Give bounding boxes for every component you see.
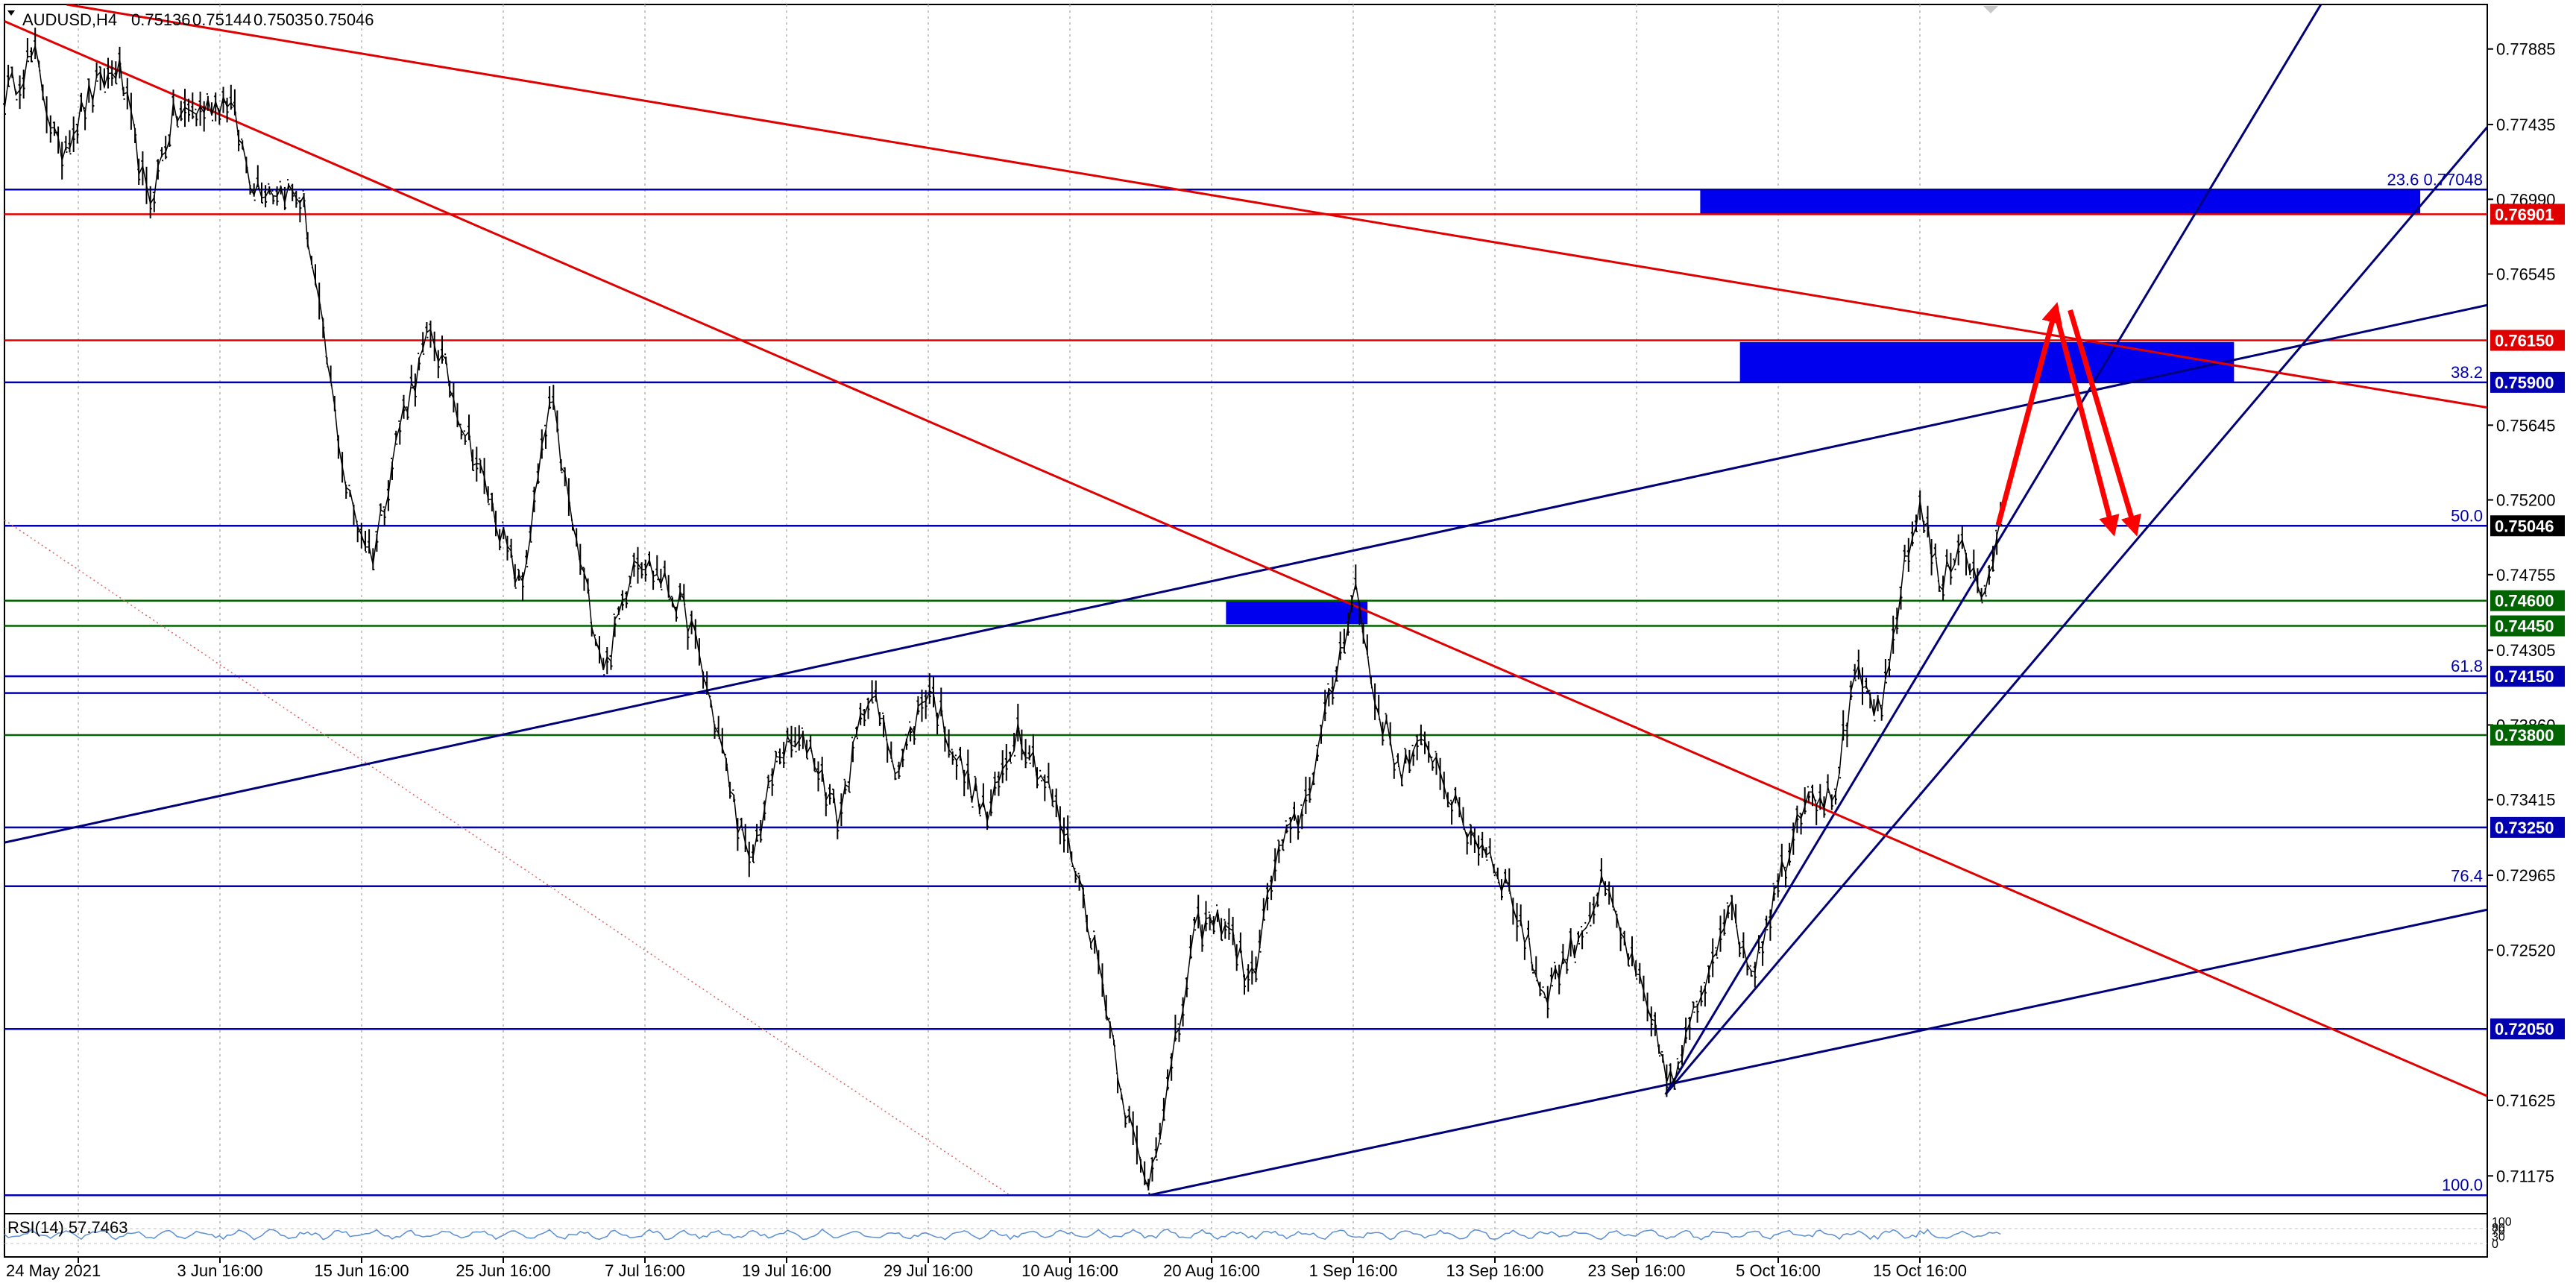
rsi-line (4, 1229, 2001, 1241)
x-tick-label: 23 Sep 16:00 (1588, 1261, 1686, 1280)
x-tick-label: 20 Aug 16:00 (1163, 1261, 1260, 1280)
level-price-box (2490, 666, 2565, 687)
dropdown-icon[interactable] (7, 10, 15, 16)
x-tick-label: 13 Sep 16:00 (1446, 1261, 1544, 1280)
forecast-arrow (1995, 302, 2062, 526)
header-high: 0.75144 (192, 10, 252, 29)
y-tick-label: 0.71625 (2496, 1091, 2556, 1110)
rsi-scale-label: 0 (2492, 1238, 2498, 1251)
scroll-marker-icon[interactable] (1983, 6, 1998, 13)
x-tick-label: 29 Jul 16:00 (884, 1261, 973, 1280)
header-open: 0.75136 (131, 10, 191, 29)
level-price-box (2490, 330, 2565, 351)
level-price-label: 0.74450 (2495, 617, 2554, 636)
level-price-box (2490, 615, 2565, 637)
rsi-scale-label: 30 (2492, 1231, 2505, 1244)
rsi-scale-label: 80 (2492, 1222, 2505, 1235)
x-tick-label: 25 Jun 16:00 (456, 1261, 550, 1280)
level-price-label: 0.76901 (2495, 205, 2554, 224)
x-tick-label: 5 Oct 16:00 (1736, 1261, 1821, 1280)
rsi-scale-label: 100 (2492, 1216, 2512, 1229)
y-tick-label: 0.76545 (2496, 265, 2556, 284)
x-tick-label: 24 May 2021 (6, 1261, 101, 1280)
y-tick-label: 0.71175 (2496, 1167, 2554, 1185)
level-price-label: 0.73800 (2495, 726, 2554, 745)
level-fib-label: 50.0 (2451, 506, 2483, 525)
level-price-box (2490, 724, 2565, 746)
level-fib-label: 76.4 (2451, 867, 2483, 886)
supply-zone (1739, 341, 2235, 382)
y-tick-label: 0.73415 (2496, 791, 2556, 810)
y-tick-label: 0.72520 (2496, 941, 2556, 959)
x-tick-label: 7 Jul 16:00 (605, 1261, 685, 1280)
level-fib-label: 100.0 (2442, 1176, 2483, 1194)
trendline (4, 303, 2487, 844)
y-tick-label: 0.74755 (2496, 566, 2556, 584)
y-tick-label: 0.72965 (2496, 866, 2556, 885)
zones-layer (1226, 189, 2421, 625)
levels-layer (4, 189, 2487, 1197)
y-tick-label: 0.75645 (2496, 416, 2556, 435)
level-price-box (2490, 515, 2565, 537)
x-tick-label: 15 Jun 16:00 (314, 1261, 409, 1280)
y-tick-label: 0.77435 (2496, 116, 2556, 134)
x-tick-label: 10 Aug 16:00 (1021, 1261, 1118, 1280)
level-price-box (2490, 816, 2565, 838)
trendlines-layer[interactable] (4, 4, 2487, 1197)
price-line (4, 44, 2002, 1191)
level-fib-label: 23.6 0.77048 (2387, 170, 2483, 189)
trendline (1664, 126, 2487, 1096)
trendline (66, 4, 2487, 409)
level-price-box (2490, 1018, 2565, 1040)
dotted-trendline (4, 519, 1011, 1196)
arrows-layer[interactable] (1995, 302, 2141, 537)
time-axis: 24 May 2021 3 Jun 16:00 15 Jun 16:00 25 Jun… (6, 1257, 1967, 1280)
header-low: 0.75035 (253, 10, 313, 29)
rsi-scale-label: 70 (2492, 1225, 2505, 1238)
y-tick-label: 0.77885 (2496, 40, 2556, 59)
level-price-label: 0.72050 (2495, 1020, 2554, 1038)
forecast-arrow (2053, 309, 2120, 537)
trendline (4, 20, 2487, 1097)
y-tick-label: 0.75200 (2496, 491, 2556, 510)
x-tick-label: 1 Sep 16:00 (1309, 1261, 1398, 1280)
price-axis: 0.778850.774350.769900.765450.756450.752… (2387, 40, 2565, 1194)
level-price-label: 0.75046 (2495, 517, 2554, 535)
level-price-label: 0.73250 (2495, 819, 2554, 837)
y-tick-label: 0.74305 (2496, 641, 2556, 660)
x-tick-label: 15 Oct 16:00 (1873, 1261, 1967, 1280)
header-close: 0.75046 (315, 10, 374, 29)
level-price-label: 0.74600 (2495, 592, 2554, 611)
level-price-box (2490, 204, 2565, 225)
level-price-label: 0.75900 (2495, 373, 2554, 392)
header-symbol: AUDUSD,H4 (22, 10, 117, 29)
level-price-box (2490, 590, 2565, 611)
level-price-box (2490, 371, 2565, 393)
chart-header: AUDUSD,H4 0.75136 0.75144 0.75035 0.7504… (7, 10, 374, 29)
rsi-frame (4, 1213, 2488, 1258)
rsi-label: RSI(14) 57.7463 (7, 1218, 127, 1237)
level-price-label: 0.76150 (2495, 332, 2554, 350)
level-fib-label: 61.8 (2451, 657, 2483, 675)
forecast-arrow (2068, 309, 2141, 537)
supply-zone (1700, 189, 2421, 215)
level-price-label: 0.74150 (2495, 667, 2554, 686)
price-layer (3, 28, 2003, 1194)
x-tick-label: 19 Jul 16:00 (742, 1261, 831, 1280)
grid-layer (78, 4, 1921, 1257)
level-fib-label: 38.2 (2451, 363, 2483, 382)
trendline (1148, 908, 2487, 1197)
x-tick-label: 3 Jun 16:00 (177, 1261, 263, 1280)
supply-zone (1226, 600, 1368, 625)
